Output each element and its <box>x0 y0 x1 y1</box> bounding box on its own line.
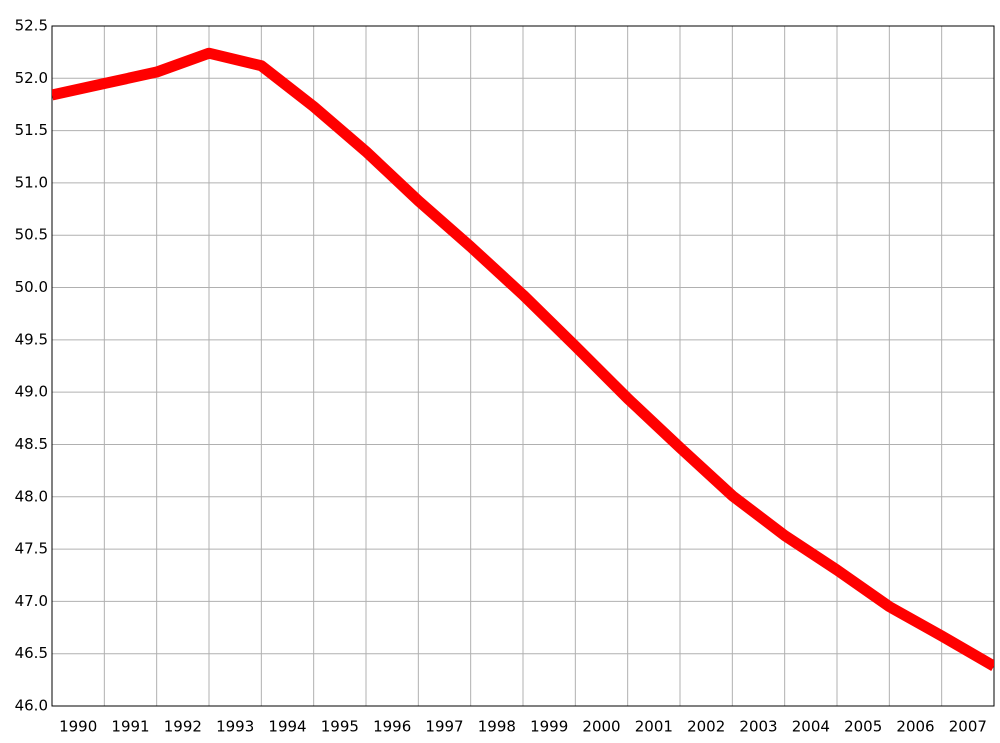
x-tick-label: 1998 <box>478 718 516 736</box>
x-tick-label: 2001 <box>635 718 673 736</box>
x-tick-label: 1995 <box>321 718 359 736</box>
y-tick-label: 48.5 <box>15 435 48 453</box>
x-tick-label: 1996 <box>373 718 411 736</box>
x-tick-label: 2004 <box>792 718 830 736</box>
y-tick-label: 49.0 <box>15 383 48 401</box>
x-tick-label: 1992 <box>164 718 202 736</box>
y-tick-label: 50.5 <box>15 226 48 244</box>
y-tick-label: 51.5 <box>15 121 48 139</box>
y-tick-label: 52.0 <box>15 69 48 87</box>
x-tick-label: 2000 <box>582 718 620 736</box>
y-tick-label: 51.0 <box>15 173 48 191</box>
y-tick-label: 52.5 <box>15 17 48 35</box>
y-tick-label: 46.5 <box>15 644 48 662</box>
x-tick-label: 1990 <box>59 718 97 736</box>
x-tick-label: 2003 <box>739 718 777 736</box>
x-tick-label: 1997 <box>425 718 463 736</box>
x-tick-label: 1993 <box>216 718 254 736</box>
y-tick-label: 47.5 <box>15 540 48 558</box>
x-tick-label: 2005 <box>844 718 882 736</box>
x-tick-label: 2006 <box>896 718 934 736</box>
x-tick-label: 1999 <box>530 718 568 736</box>
y-tick-label: 46.0 <box>15 697 48 715</box>
data-line <box>52 47 994 672</box>
x-tick-label: 1991 <box>111 718 149 736</box>
y-tick-label: 47.0 <box>15 592 48 610</box>
y-tick-label: 50.0 <box>15 278 48 296</box>
x-tick-label: 2007 <box>949 718 987 736</box>
x-tick-label: 1994 <box>268 718 306 736</box>
plot-frame <box>51 25 995 707</box>
y-tick-label: 49.5 <box>15 330 48 348</box>
x-tick-label: 2002 <box>687 718 725 736</box>
y-tick-label: 48.0 <box>15 487 48 505</box>
